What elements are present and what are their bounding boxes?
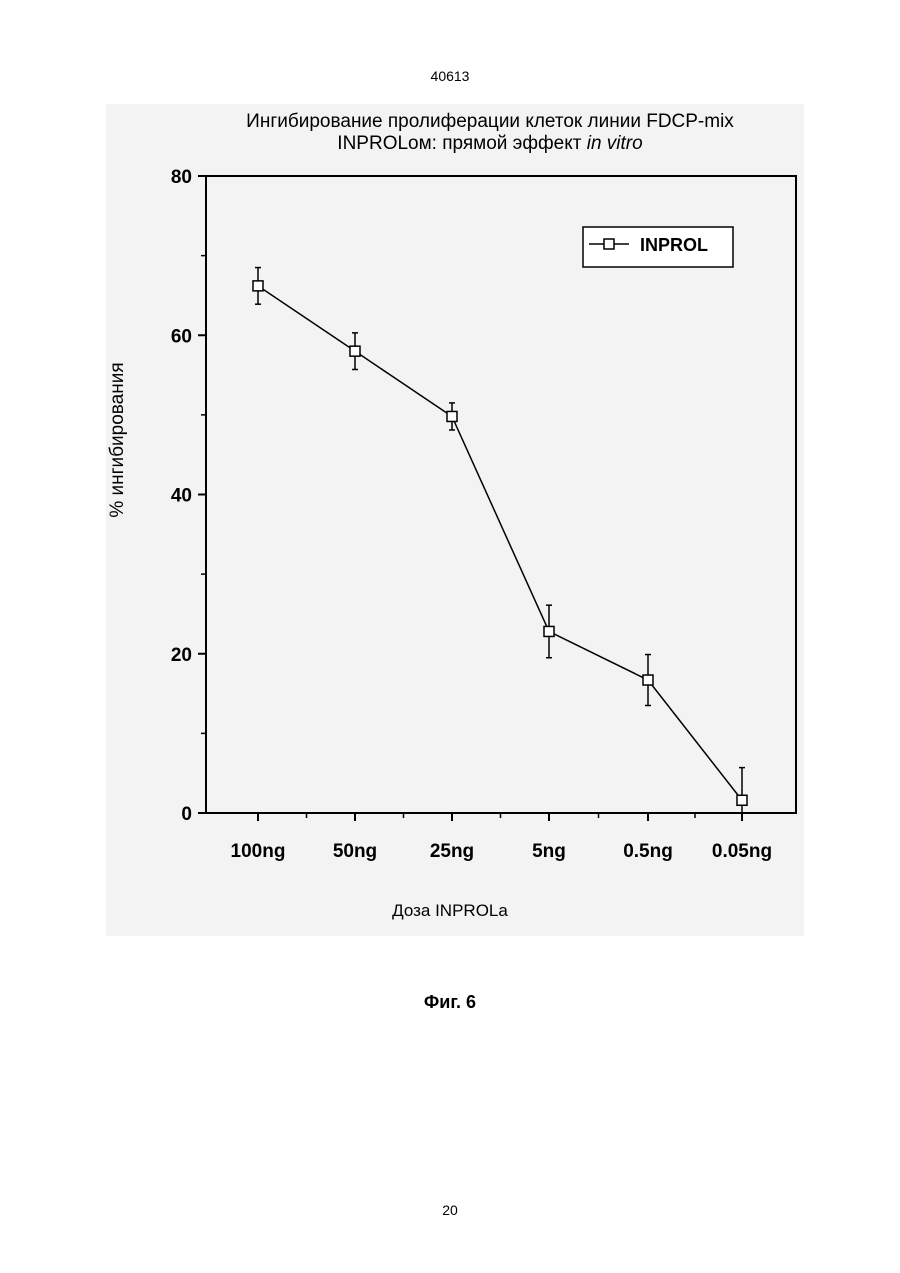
y-tick-label: 0: [181, 804, 192, 825]
legend-label: INPROL: [640, 235, 708, 255]
x-tick-label: 100ng: [231, 841, 286, 862]
y-tick-label: 20: [171, 645, 192, 666]
x-tick-label: 25ng: [430, 841, 474, 862]
plot-frame: [206, 176, 796, 813]
y-tick-label: 80: [171, 167, 192, 188]
x-tick-label: 0.5ng: [623, 841, 673, 862]
data-point-marker: [447, 411, 457, 421]
series-layer: [253, 268, 747, 813]
data-point-marker: [544, 626, 554, 636]
y-axis: 0 20 40 60 80: [171, 167, 206, 825]
y-tick-label: 60: [171, 326, 192, 347]
legend-marker: [604, 239, 614, 249]
data-point-marker: [350, 346, 360, 356]
figure-caption: Фиг. 6: [0, 992, 900, 1013]
page-number: 20: [0, 1202, 900, 1218]
x-tick-label: 50ng: [333, 841, 377, 862]
x-tick-label: 5ng: [532, 841, 566, 862]
x-axis: 100ng 50ng 25ng 5ng 0.5ng 0.05ng: [231, 813, 773, 862]
data-point-marker: [253, 281, 263, 291]
data-point-marker: [737, 795, 747, 805]
data-point-marker: [643, 675, 653, 685]
legend: INPROL: [583, 227, 733, 267]
y-tick-label: 40: [171, 486, 192, 507]
series-line: [258, 286, 742, 800]
x-tick-label: 0.05ng: [712, 841, 772, 862]
